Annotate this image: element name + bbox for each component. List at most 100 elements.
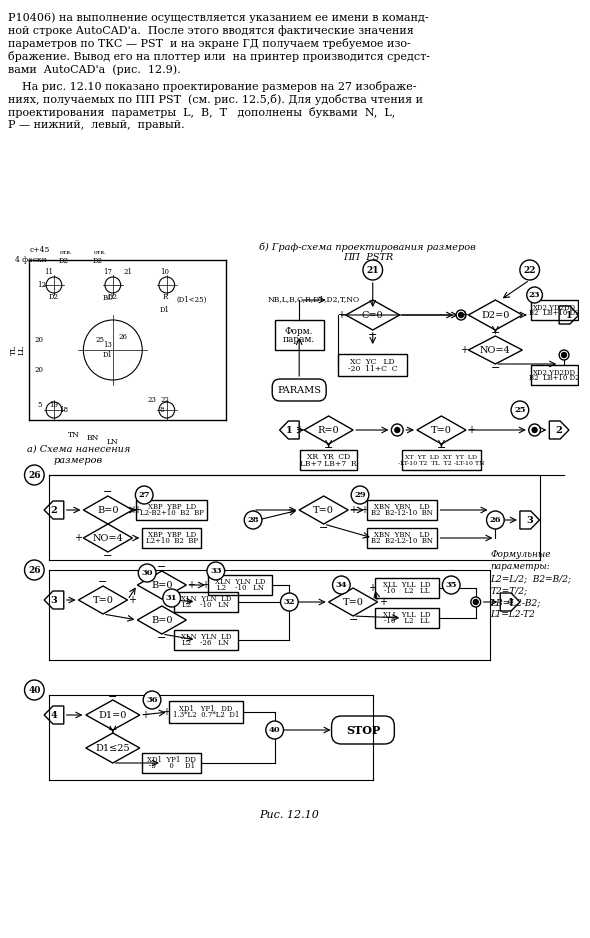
Text: бражение. Вывод его на плоттер или  на принтер производится средст-: бражение. Вывод его на плоттер или на пр… — [8, 51, 430, 62]
Text: D1: D1 — [160, 306, 170, 314]
Circle shape — [251, 518, 255, 522]
Circle shape — [458, 312, 464, 317]
Text: +: + — [368, 583, 376, 593]
Text: б) Граф-схема проектирования размеров: б) Граф-схема проектирования размеров — [260, 242, 476, 251]
Text: 29: 29 — [354, 491, 366, 499]
Text: 26: 26 — [118, 333, 127, 341]
Text: +: + — [360, 505, 368, 515]
Text: +: + — [201, 580, 209, 590]
Text: параметров по ТКС — PST  и на экране ГД получаем требуемое изо-: параметров по ТКС — PST и на экране ГД п… — [8, 38, 411, 49]
Text: размеров: размеров — [54, 456, 103, 465]
Text: Форм.: Форм. — [285, 326, 313, 336]
Circle shape — [442, 576, 460, 594]
Text: 4: 4 — [51, 710, 57, 719]
Text: +: + — [460, 310, 468, 320]
Text: 12: 12 — [37, 281, 45, 289]
Text: +: + — [129, 595, 136, 605]
Text: XLL  YLL  LD: XLL YLL LD — [384, 581, 431, 589]
Text: T=0: T=0 — [313, 506, 334, 515]
Text: 27: 27 — [139, 491, 150, 499]
Text: L2+10  B2  BP: L2+10 B2 BP — [146, 537, 198, 545]
Text: 2: 2 — [556, 426, 562, 434]
Circle shape — [456, 310, 466, 320]
Text: L2-B2+10  B2  BP: L2-B2+10 B2 BP — [140, 509, 204, 517]
Circle shape — [25, 680, 44, 700]
Text: −: − — [437, 443, 446, 453]
Circle shape — [143, 691, 161, 709]
Text: отв.: отв. — [94, 250, 106, 254]
Bar — [375, 578, 439, 598]
Text: −: − — [319, 523, 329, 533]
Text: На рис. 12.10 показано проектирование размеров на 27 изображе-: На рис. 12.10 показано проектирование ра… — [8, 81, 417, 92]
Text: +: + — [141, 710, 149, 720]
Bar — [375, 608, 439, 628]
Bar — [142, 753, 201, 773]
Bar — [275, 320, 324, 350]
Text: D2=0: D2=0 — [481, 310, 510, 320]
Text: L2=L/2;  B2=B/2;: L2=L/2; B2=B/2; — [490, 574, 572, 583]
Text: LL: LL — [18, 345, 25, 355]
Text: 20: 20 — [35, 366, 44, 374]
Text: -20  11+C  C: -20 11+C C — [348, 365, 398, 372]
Text: −: − — [349, 615, 358, 625]
Text: 23: 23 — [148, 396, 156, 404]
Text: L2    -10   LN: L2 -10 LN — [182, 601, 230, 610]
Text: 19: 19 — [50, 401, 58, 409]
Circle shape — [25, 465, 44, 485]
Text: XLL  YLL  LD: XLL YLL LD — [384, 611, 431, 619]
Text: ной строке AutoCAD'а.  После этого вводятся фактические значения: ной строке AutoCAD'а. После этого вводят… — [8, 25, 414, 36]
Text: D2: D2 — [59, 257, 69, 265]
Text: -LT-10 T2  TL  T2 -LT-10 TN: -LT-10 T2 TL T2 -LT-10 TN — [398, 461, 484, 465]
Circle shape — [25, 560, 44, 580]
Text: B2  LB+10 D2: B2 LB+10 D2 — [529, 310, 579, 317]
Bar — [530, 300, 578, 320]
Text: XLN  YLN  LD: XLN YLN LD — [181, 595, 231, 603]
Text: +: + — [349, 505, 357, 515]
Bar — [169, 701, 242, 723]
Text: 4 фаски: 4 фаски — [15, 256, 47, 264]
Text: (D1<25): (D1<25) — [176, 296, 207, 304]
Text: T=0: T=0 — [93, 596, 113, 604]
Circle shape — [391, 424, 403, 436]
Text: +: + — [133, 505, 142, 515]
Circle shape — [270, 725, 280, 735]
Text: −: − — [103, 551, 113, 561]
Text: проектирования  параметры  L,  B,  T   дополнены  буквами  N,  L,: проектирования параметры L, B, T дополне… — [8, 107, 395, 118]
Text: отв.: отв. — [59, 250, 72, 254]
Text: 35: 35 — [445, 581, 457, 589]
Text: 1: 1 — [286, 426, 293, 434]
Text: 26: 26 — [28, 471, 41, 479]
Text: LT=L2-T2: LT=L2-T2 — [490, 610, 535, 619]
Text: −: − — [108, 725, 117, 735]
Circle shape — [527, 287, 542, 303]
Text: +: + — [337, 310, 345, 320]
Text: 10: 10 — [160, 268, 169, 276]
Text: L2    -10   LN: L2 -10 LN — [217, 584, 264, 592]
Circle shape — [493, 518, 498, 522]
Circle shape — [487, 511, 504, 529]
Text: 2: 2 — [51, 506, 57, 515]
Text: T=0: T=0 — [343, 598, 363, 607]
Text: XD1   YP1   DD: XD1 YP1 DD — [179, 704, 232, 713]
Text: LB+7 LB+7  R: LB+7 LB+7 R — [300, 460, 357, 467]
Text: −: − — [324, 443, 333, 453]
Text: D2: D2 — [49, 293, 59, 301]
Text: XD2,YD2DD: XD2,YD2DD — [533, 368, 576, 376]
Text: Рис. 12.10: Рис. 12.10 — [260, 810, 319, 820]
Text: XLN  YLN  LD: XLN YLN LD — [181, 633, 231, 641]
Circle shape — [135, 486, 153, 504]
Text: B=0: B=0 — [151, 615, 173, 625]
Text: R=0: R=0 — [318, 426, 339, 434]
Text: 28: 28 — [247, 516, 259, 524]
Circle shape — [163, 589, 181, 607]
Text: -5      0     D1: -5 0 D1 — [149, 763, 195, 770]
Circle shape — [520, 260, 539, 280]
Text: парам.: парам. — [283, 335, 315, 343]
Circle shape — [529, 424, 540, 436]
Bar — [339, 354, 407, 376]
Circle shape — [281, 593, 298, 611]
Text: XBN  YBN    LD: XBN YBN LD — [375, 531, 430, 538]
Circle shape — [284, 597, 294, 607]
Bar — [300, 450, 357, 470]
Text: −: − — [99, 577, 108, 587]
